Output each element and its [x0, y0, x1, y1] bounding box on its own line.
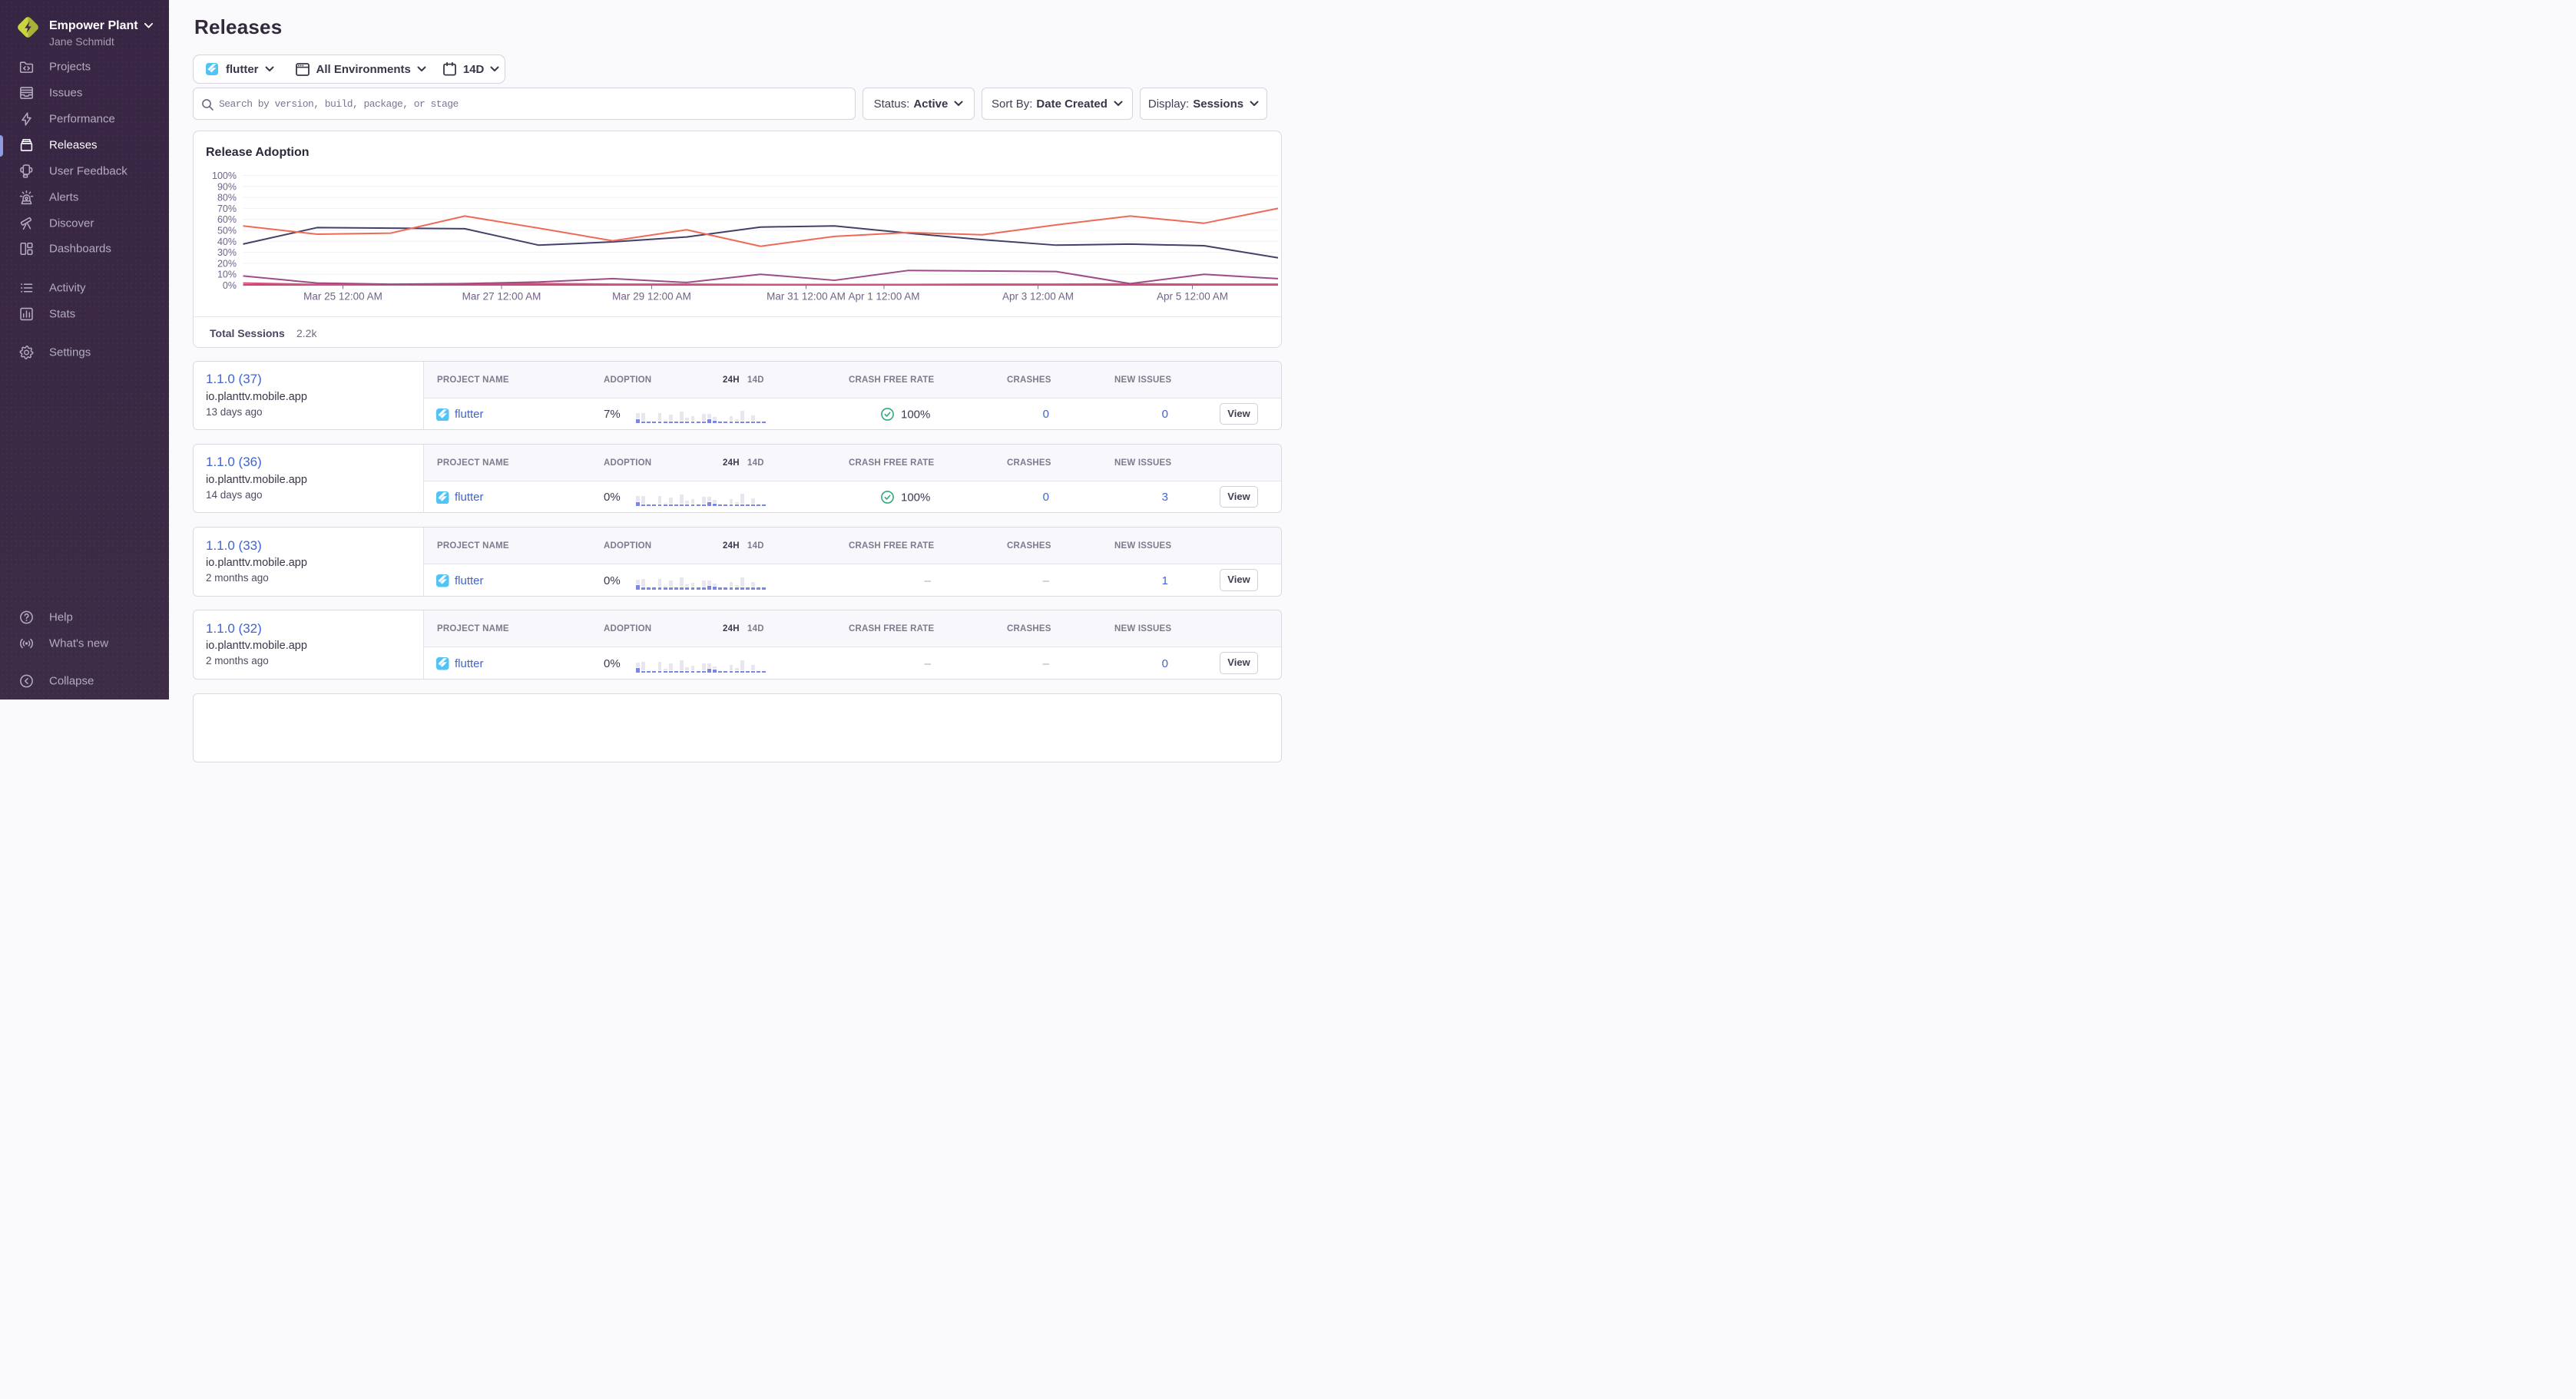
svg-text:Mar 29 12:00 AM: Mar 29 12:00 AM: [612, 291, 691, 303]
svg-text:0%: 0%: [223, 280, 237, 291]
svg-text:40%: 40%: [217, 236, 237, 247]
svg-text:Mar 25 12:00 AM: Mar 25 12:00 AM: [303, 291, 382, 303]
svg-text:60%: 60%: [217, 214, 237, 225]
svg-text:Mar 31 12:00 AM: Mar 31 12:00 AM: [767, 291, 846, 303]
svg-text:100%: 100%: [212, 170, 237, 181]
svg-text:Apr 1 12:00 AM: Apr 1 12:00 AM: [848, 291, 919, 303]
svg-text:20%: 20%: [217, 258, 237, 269]
svg-text:Apr 5 12:00 AM: Apr 5 12:00 AM: [1157, 291, 1228, 303]
svg-text:30%: 30%: [217, 247, 237, 258]
svg-text:Mar 27 12:00 AM: Mar 27 12:00 AM: [462, 291, 541, 303]
svg-text:10%: 10%: [217, 270, 237, 280]
svg-text:Apr 3 12:00 AM: Apr 3 12:00 AM: [1002, 291, 1074, 303]
svg-text:50%: 50%: [217, 226, 237, 236]
svg-text:90%: 90%: [217, 181, 237, 192]
svg-text:70%: 70%: [217, 203, 237, 214]
svg-text:80%: 80%: [217, 193, 237, 203]
